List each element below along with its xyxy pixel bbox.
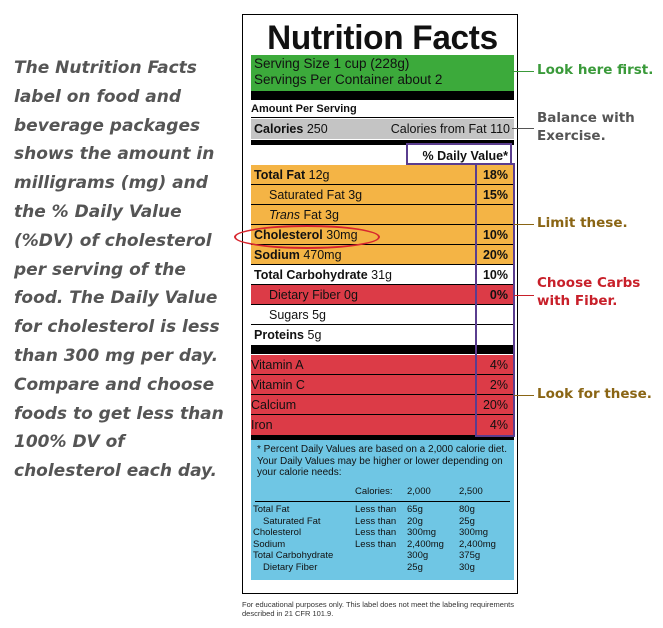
nutrient-row-dietary-fiber: Dietary Fiber 0g 0%: [251, 285, 514, 305]
serving-size: Serving Size 1 cup (228g): [254, 56, 410, 71]
table-row: Dietary Fiber 25g 30g: [263, 561, 475, 573]
connector-balance: [512, 128, 534, 129]
daily-value-highlight-box: [406, 143, 512, 165]
dv-total-fat: 18%: [482, 168, 508, 182]
serving-info: Serving Size 1 cup (228g) Servings Per C…: [251, 55, 514, 91]
medium-divider-2: [251, 435, 514, 440]
nutrient-row-total-fat: Total Fat 12g 18%: [251, 165, 514, 185]
table-row: Cholesterol Less than 300mg 300mg: [253, 527, 489, 538]
table-row: Sodium Less than 2,400mg 2,400mg: [253, 538, 496, 550]
callout-limit: Limit these.: [537, 215, 628, 231]
thick-divider-2: [251, 345, 514, 354]
connector-look-for: [514, 395, 534, 396]
thick-divider: [251, 91, 514, 100]
dv-saturated-fat: 15%: [482, 188, 508, 202]
table-row: Saturated Fat Less than 20g 25g: [263, 515, 475, 527]
amount-per-serving: Amount Per Serving: [251, 103, 357, 115]
callout-carbs: Choose Carbs with Fiber.: [537, 275, 641, 309]
callout-look-first: Look here first.: [537, 62, 654, 78]
vitamin-row-a: Vitamin A 4%: [251, 355, 514, 375]
footnote-text: * Percent Daily Values are based on a 2,…: [257, 444, 507, 478]
daily-value-column-highlight: [475, 163, 515, 437]
medium-divider: [251, 140, 514, 145]
calories-row: Calories 250 Calories from Fat 110: [251, 119, 514, 139]
nutrient-row-total-carbohydrate: Total Carbohydrate 31g 10%: [251, 265, 514, 285]
table-rule: [255, 501, 510, 502]
dv-iron: 4%: [489, 418, 508, 432]
callout-look-for: Look for these.: [537, 386, 652, 402]
dv-calcium: 20%: [482, 398, 508, 412]
vitamin-row-iron: Iron 4%: [251, 415, 514, 435]
cholesterol-highlight-oval: [234, 225, 380, 249]
connector-carbs: [514, 295, 534, 296]
nutrient-row-sodium: Sodium 470mg 20%: [251, 245, 514, 265]
dv-total-carbohydrate: 10%: [482, 268, 508, 282]
thin-divider: [251, 117, 514, 118]
calories-from-fat: Calories from Fat 110: [390, 122, 510, 136]
nutrient-row-proteins: Proteins 5g: [254, 328, 322, 342]
daily-value-header: % Daily Value*: [422, 149, 508, 163]
table-row: Total Fat Less than 65g 80g: [253, 504, 475, 515]
disclaimer: For educational purposes only. This labe…: [242, 600, 514, 618]
vitamin-row-c: Vitamin C 2%: [251, 375, 514, 395]
vitamin-row-calcium: Calcium 20%: [251, 395, 514, 415]
nutrient-row-trans-fat: Trans Fat 3g: [251, 205, 514, 225]
calories-value: 250: [306, 122, 328, 136]
label-title: Nutrition Facts: [267, 19, 498, 57]
table-row: Total Carbohydrate 300g 375g: [253, 550, 481, 561]
connector-limit: [514, 224, 534, 225]
footnote-block: * Percent Daily Values are based on a 2,…: [251, 440, 514, 580]
callout-balance: Balance with Exercise.: [537, 110, 635, 144]
nutrient-row-sugars: Sugars 5g: [251, 305, 514, 325]
dv-vitamin-a: 4%: [489, 358, 508, 372]
dv-vitamin-c: 2%: [489, 378, 508, 392]
dv-dietary-fiber: 0%: [489, 288, 508, 302]
explanatory-text: The Nutrition Facts label on food and be…: [14, 58, 224, 482]
table-header-row: Calories: 2,000 2,500: [355, 486, 483, 497]
nutrition-label: Nutrition Facts Serving Size 1 cup (228g…: [242, 14, 518, 594]
daily-value-header-row: % Daily Value*: [251, 145, 514, 165]
servings-per-container: Servings Per Container about 2: [254, 72, 443, 87]
dv-cholesterol: 10%: [482, 228, 508, 242]
daily-values-table: Calories: 2,000 2,500 Total Fat Less tha…: [251, 486, 514, 573]
calories-label: Calories: [254, 122, 304, 136]
nutrient-row-saturated-fat: Saturated Fat 3g 15%: [251, 185, 514, 205]
connector-look-first: [512, 71, 534, 72]
dv-sodium: 20%: [482, 248, 508, 262]
